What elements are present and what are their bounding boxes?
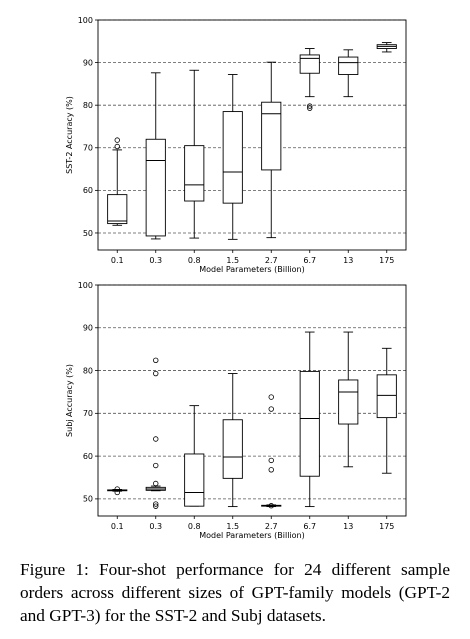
x-tick-label: 2.7 [265, 522, 278, 531]
outlier-point [153, 462, 159, 469]
x-tick-label: 0.3 [149, 256, 162, 265]
box-0.8 [184, 69, 205, 239]
x-tick-label: 13 [343, 256, 353, 265]
box-1.5 [222, 373, 243, 508]
y-tick-label: 50 [83, 495, 93, 504]
outlier-point [268, 406, 274, 412]
outlier-point [268, 457, 274, 464]
box-13 [338, 49, 359, 98]
box-iqr [184, 453, 205, 507]
x-tick-label: 0.8 [188, 256, 201, 265]
outlier-point [114, 137, 120, 143]
outlier-point [153, 480, 159, 487]
y-tick-label: 80 [83, 366, 93, 375]
outlier-point [114, 489, 120, 496]
outlier-point [307, 105, 313, 111]
box-iqr [261, 101, 282, 171]
y-tick-label: 70 [83, 409, 93, 418]
outlier-point [153, 503, 159, 509]
box-2.7 [261, 394, 282, 509]
box-6.7 [299, 331, 320, 508]
x-tick-label: 0.8 [188, 522, 201, 531]
x-tick-label: 6.7 [303, 256, 316, 265]
x-tick-label: 175 [379, 522, 394, 531]
chart-panel-1: 50 60 70 80 90 100 0.1 0.3 0.8 1.5 2.7 6.7 13 175 Mode… [65, 16, 407, 274]
outlier-point [153, 357, 159, 363]
outlier-point [114, 486, 120, 492]
box-iqr [222, 111, 243, 204]
y-tick-label: 60 [83, 452, 93, 461]
y-tick-label: 50 [83, 229, 93, 238]
box-0.8 [184, 405, 205, 507]
x-tick-label: 0.1 [111, 256, 124, 265]
chart-panel-2: 50 60 70 80 90 100 0.1 0.3 0.8 1.5 2.7 6.7 13 175 Mode… [65, 281, 407, 540]
outlier-point [153, 436, 159, 442]
box-iqr [299, 370, 320, 477]
x-tick-label: 0.3 [149, 522, 162, 531]
box-0.1 [107, 486, 128, 496]
y-tick-label: 100 [78, 281, 93, 290]
outlier-point [268, 467, 274, 473]
y-tick-label: 100 [78, 16, 93, 25]
y-tick-label: 60 [83, 186, 93, 195]
box-1.5 [222, 74, 243, 240]
outlier-point [307, 103, 313, 109]
x-axis-label: Model Parameters (Billion) [199, 265, 304, 274]
box-iqr [338, 56, 359, 75]
x-tick-label: 1.5 [226, 256, 239, 265]
outlier-point [268, 503, 274, 509]
box-175 [376, 347, 397, 474]
box-6.7 [299, 48, 320, 111]
x-axis-label: Model Parameters (Billion) [199, 531, 304, 540]
y-axis-label: Subj Accuracy (%) [65, 364, 74, 437]
x-tick-label: 0.1 [111, 522, 124, 531]
box-iqr [145, 138, 166, 237]
y-axis-label: SST-2 Accuracy (%) [65, 96, 74, 174]
figure: 50 60 70 80 90 100 0.1 0.3 0.8 1.5 2.7 6.7 13 175 Mode… [65, 16, 407, 540]
x-tick-label: 13 [343, 522, 353, 531]
plot-frame [97, 19, 407, 251]
y-tick-label: 90 [83, 324, 93, 333]
x-tick-label: 6.7 [303, 522, 316, 531]
box-iqr [184, 145, 205, 202]
x-tick-label: 2.7 [265, 256, 278, 265]
y-tick-label: 90 [83, 58, 93, 67]
outlier-point [153, 370, 159, 377]
box-0.3 [145, 357, 166, 509]
outlier-point [268, 394, 274, 400]
y-tick-label: 80 [83, 101, 93, 110]
box-iqr [107, 194, 128, 225]
box-0.1 [107, 137, 128, 226]
outlier-point [153, 501, 159, 507]
y-tick-label: 70 [83, 144, 93, 153]
box-13 [338, 331, 359, 468]
plot-frame [97, 284, 407, 517]
outlier-point [114, 143, 120, 150]
figure-caption: Figure 1: Four-shot performance for 24 d… [20, 560, 450, 625]
box-iqr [338, 379, 359, 425]
box-iqr [299, 54, 320, 74]
box-175 [376, 42, 397, 53]
x-tick-label: 1.5 [226, 522, 239, 531]
box-2.7 [261, 61, 282, 239]
box-0.3 [145, 72, 166, 240]
box-iqr [376, 374, 397, 419]
x-tick-label: 175 [379, 256, 394, 265]
box-iqr [222, 419, 243, 479]
